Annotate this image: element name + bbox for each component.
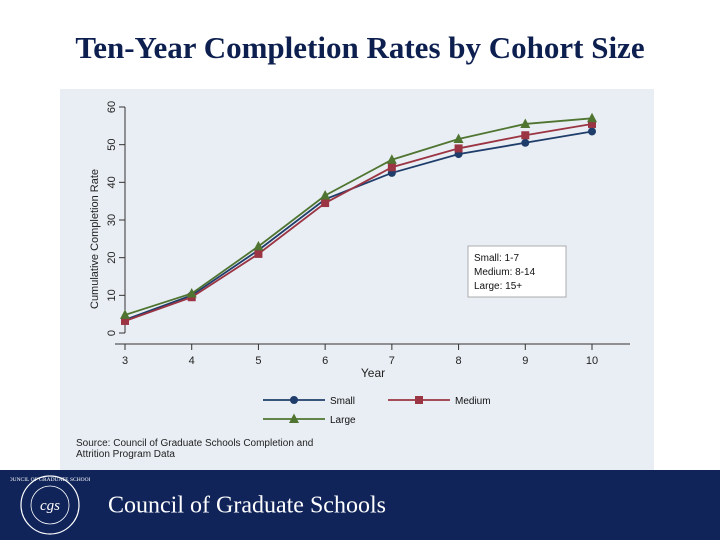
data-point-large	[120, 309, 130, 319]
legend-marker	[289, 413, 299, 423]
data-point-medium	[254, 249, 263, 258]
data-point-medium	[121, 316, 129, 325]
annotation-line: Small: 1-7	[474, 253, 519, 264]
y-tick-label: 20	[106, 252, 118, 264]
x-tick-label: 10	[586, 355, 598, 367]
footer-org-name: Council of Graduate Schools	[108, 492, 386, 519]
data-point-medium	[321, 199, 330, 208]
y-tick-label: 50	[106, 139, 118, 151]
data-point-large	[186, 287, 197, 298]
data-point-large	[386, 154, 397, 164]
data-point-large	[453, 133, 464, 144]
series-line-medium	[124, 123, 593, 322]
y-tick-label: 30	[106, 214, 118, 226]
data-point-large	[587, 112, 597, 123]
legend-label: Medium	[455, 396, 491, 407]
data-point-medium	[521, 131, 530, 140]
annotation-box: Small: 1-7 Medium: 8-14 Large: 15+	[467, 245, 567, 298]
x-tick-label: 9	[522, 355, 528, 367]
svg-text:COUNCIL OF GRADUATE SCHOOLS: COUNCIL OF GRADUATE SCHOOLS	[10, 477, 90, 483]
x-tick-label: 4	[189, 355, 195, 367]
y-tick-label: 40	[106, 176, 118, 188]
chart-panel: 0 10 20 30 40 50 60 3 4 5 6 7 8 9 10 Cumulative Compl…	[60, 89, 654, 475]
data-point-medium	[588, 119, 596, 128]
y-tick-label: 10	[106, 289, 118, 301]
annotation-line: Medium: 8-14	[474, 267, 536, 278]
legend-label: Large	[330, 415, 356, 426]
y-tick-label: 0	[106, 330, 118, 336]
legend-item-small: Small	[263, 396, 355, 407]
legend-marker	[415, 396, 423, 404]
data-point-large	[253, 240, 264, 251]
line-chart: 0 10 20 30 40 50 60 3 4 5 6 7 8 9 10 Cumulative Compl…	[89, 101, 630, 426]
x-axis-title: Year	[361, 366, 385, 380]
series-large	[120, 112, 597, 319]
x-tick-label: 3	[122, 355, 128, 367]
legend-item-medium: Medium	[388, 396, 491, 407]
cgs-logo-icon: COUNCIL OF GRADUATE SCHOOLS cgs	[10, 475, 90, 535]
data-point-small	[521, 138, 530, 147]
data-point-medium	[454, 144, 463, 153]
x-tick-label: 6	[322, 355, 328, 367]
x-tick-label: 8	[456, 355, 462, 367]
y-tick-label: 60	[106, 101, 118, 113]
y-axis-title: Cumulative Completion Rate	[89, 169, 101, 309]
series-line-large	[124, 117, 593, 316]
data-point-large	[520, 118, 531, 128]
annotation-line: Large: 15+	[474, 281, 522, 292]
legend: Small Medium Large	[263, 396, 491, 426]
legend-label: Small	[330, 396, 355, 407]
data-point-small	[588, 127, 596, 136]
legend-marker	[290, 396, 298, 404]
x-tick-label: 5	[255, 355, 261, 367]
data-point-medium	[387, 163, 396, 172]
footer-bar: COUNCIL OF GRADUATE SCHOOLS cgs Council …	[0, 470, 720, 540]
svg-text:cgs: cgs	[40, 498, 60, 514]
x-tick-label: 7	[389, 355, 395, 367]
legend-item-large: Large	[263, 413, 356, 426]
data-point-large	[320, 190, 331, 200]
source-note: Source: Council of Graduate Schools Comp…	[76, 438, 314, 460]
page-title: Ten-Year Completion Rates by Cohort Size	[75, 30, 645, 65]
